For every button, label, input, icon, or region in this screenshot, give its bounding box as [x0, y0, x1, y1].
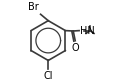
- Text: Br: Br: [28, 2, 38, 12]
- Text: Cl: Cl: [44, 71, 53, 81]
- Text: HN: HN: [80, 26, 95, 36]
- Text: O: O: [72, 43, 79, 53]
